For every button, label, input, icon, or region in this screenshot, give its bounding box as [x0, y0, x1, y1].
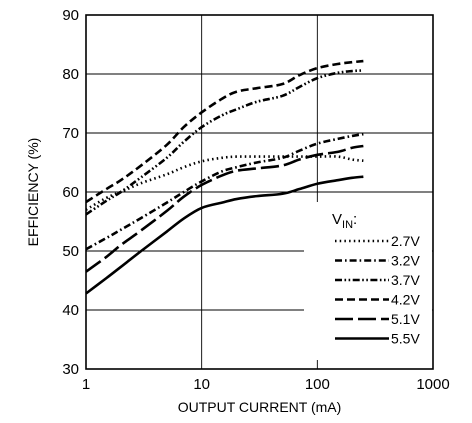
legend-label-2: 3.7V [391, 272, 420, 288]
y-tick-label-6: 90 [62, 7, 79, 24]
x-tick-label-0: 1 [82, 376, 90, 393]
y-tick-label-5: 80 [62, 66, 79, 83]
legend: VIN: 2.7V 3.2V 3.7V 4.2V 5.1V 5.5V [332, 211, 420, 347]
x-axis-title: OUTPUT CURRENT (mA) [178, 399, 342, 415]
y-tick-label-1: 40 [62, 302, 79, 319]
legend-label-1: 3.2V [391, 253, 420, 269]
legend-title: VIN: [332, 211, 357, 231]
y-tick-label-3: 60 [62, 184, 79, 201]
series-line-5-1v [85, 144, 364, 273]
y-tick-label-4: 70 [62, 125, 79, 142]
legend-label-3: 4.2V [391, 292, 420, 308]
tick-labels: 1 10 100 1000 30 40 50 60 70 80 90 [62, 7, 449, 393]
y-tick-label-0: 30 [62, 361, 79, 378]
legend-background [304, 202, 432, 360]
legend-label-0: 2.7V [391, 233, 420, 249]
series-lines [85, 59, 364, 295]
x-tick-label-2: 100 [305, 376, 330, 393]
series-line-3-2v [85, 132, 364, 251]
series-line-4-2v [85, 59, 364, 204]
legend-label-4: 5.1V [391, 311, 420, 327]
y-tick-label-2: 50 [62, 243, 79, 260]
legend-label-5: 5.5V [391, 331, 420, 347]
x-tick-label-3: 1000 [416, 376, 449, 393]
plot-frame [85, 14, 434, 370]
y-axis-title: EFFICIENCY (%) [25, 138, 41, 247]
series-line-5-5v [85, 175, 364, 295]
x-tick-label-1: 10 [193, 376, 210, 393]
series-line-3-7v [85, 69, 364, 216]
